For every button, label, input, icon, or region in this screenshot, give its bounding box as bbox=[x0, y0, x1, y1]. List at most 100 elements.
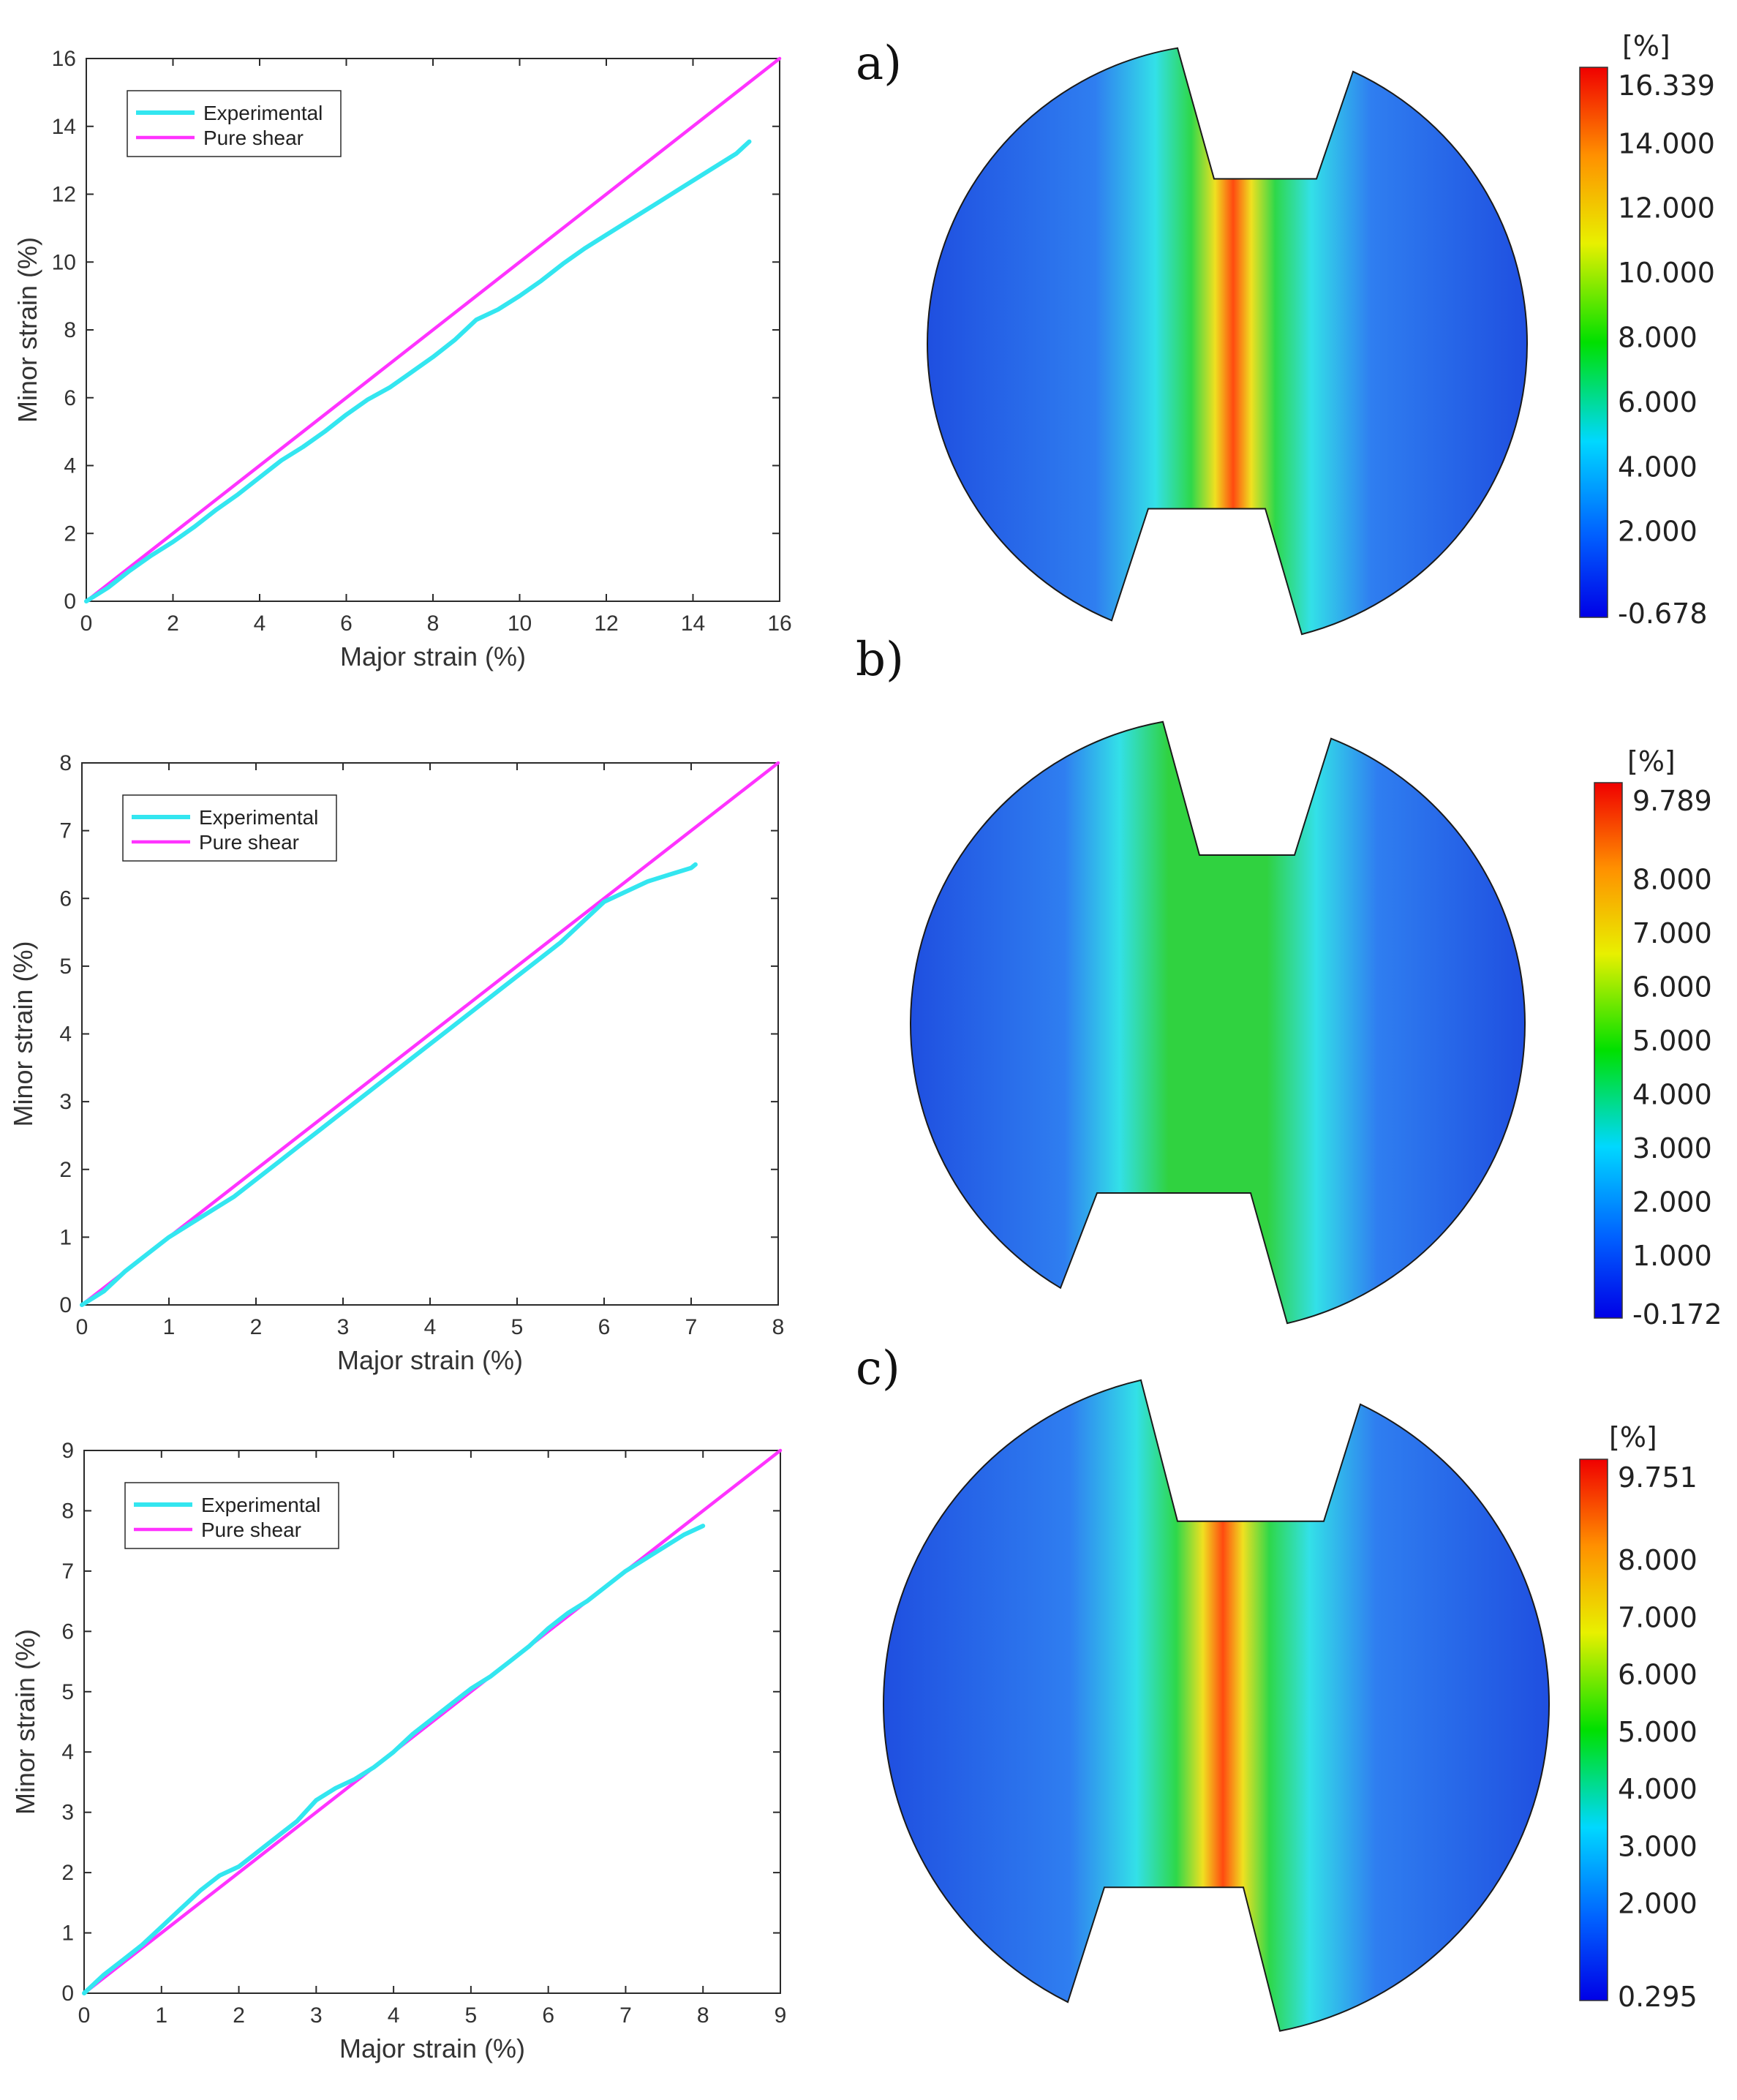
x-tick-label: 6 bbox=[598, 1315, 611, 1339]
x-tick-label: 6 bbox=[542, 2003, 554, 2028]
colorbar-gradient bbox=[1579, 67, 1608, 618]
y-tick-label: 8 bbox=[61, 1499, 74, 1523]
x-tick-label: 2 bbox=[250, 1315, 263, 1339]
y-tick-label: 12 bbox=[52, 183, 76, 207]
x-tick-label: 0 bbox=[80, 611, 93, 636]
panel-label-c: c) bbox=[856, 1341, 900, 1396]
strain-contour-map-1 bbox=[926, 47, 1528, 636]
x-tick-label: 7 bbox=[619, 2003, 632, 2028]
x-tick-label: 8 bbox=[427, 611, 440, 636]
legend-entry: Pure shear bbox=[203, 127, 304, 149]
colorbar-tick-label: 5.000 bbox=[1618, 1716, 1698, 1748]
x-tick-label: 3 bbox=[310, 2003, 323, 2028]
strain-contour-map-3 bbox=[882, 1379, 1550, 2032]
x-tick-label: 8 bbox=[697, 2003, 709, 2028]
y-tick-label: 7 bbox=[61, 1559, 74, 1584]
colorbar-tick-label: 8.000 bbox=[1618, 1544, 1698, 1576]
chart-1: 0 2 4 6 8 10 12 14 16 0 2 4 6 8 10 12 14 16 Major strain (… bbox=[12, 47, 792, 671]
y-tick-label: 2 bbox=[61, 1861, 74, 1885]
x-tick-label: 1 bbox=[155, 2003, 167, 2028]
legend: Experimental Pure shear bbox=[127, 90, 342, 157]
legend-box bbox=[124, 1482, 339, 1549]
y-tick-label: 4 bbox=[64, 454, 76, 478]
maps-layer: a) b) c) [%] 16.339 14.000 12.000 10.000 8.000 6.… bbox=[856, 30, 1722, 2032]
colorbar-tick-label: 4.000 bbox=[1618, 451, 1698, 483]
panel-label-a: a) bbox=[856, 37, 902, 91]
specimen-contour bbox=[909, 720, 1526, 1325]
colorbar-tick-label: 9.789 bbox=[1632, 785, 1712, 817]
y-tick-label: 1 bbox=[59, 1225, 72, 1249]
series-line-experimental bbox=[80, 862, 698, 1307]
y-tick-label: 6 bbox=[61, 1619, 74, 1644]
y-axis-label: Minor strain (%) bbox=[12, 237, 42, 423]
x-tick-label: 4 bbox=[388, 2003, 400, 2028]
x-tick-label: 5 bbox=[465, 2003, 478, 2028]
x-tick-label: 4 bbox=[254, 611, 266, 636]
colorbar-gradient bbox=[1579, 1459, 1608, 2001]
y-axis-label: Minor strain (%) bbox=[8, 941, 38, 1126]
x-tick-label: 6 bbox=[340, 611, 353, 636]
panel-label-b: b) bbox=[856, 633, 904, 687]
x-tick-label: 1 bbox=[163, 1315, 176, 1339]
colorbar-1: [%] 16.339 14.000 12.000 10.000 8.000 6.000 4.0… bbox=[1579, 30, 1715, 630]
legend-entry: Pure shear bbox=[199, 831, 299, 854]
series-line-pure-shear bbox=[84, 56, 782, 603]
y-tick-label: 2 bbox=[64, 522, 76, 546]
colorbar-tick-label: 0.295 bbox=[1618, 1981, 1698, 2013]
colorbar-tick-label: 8.000 bbox=[1632, 863, 1712, 895]
colorbar-tick-label: 10.000 bbox=[1618, 257, 1715, 289]
y-tick-label: 6 bbox=[64, 386, 76, 410]
x-tick-label: 7 bbox=[685, 1315, 698, 1339]
colorbar-tick-label: -0.172 bbox=[1632, 1298, 1722, 1331]
y-tick-label: 0 bbox=[59, 1293, 72, 1317]
y-tick-label: 1 bbox=[61, 1922, 74, 1946]
x-tick-label: 2 bbox=[233, 2003, 245, 2028]
series-line-pure-shear bbox=[82, 1448, 783, 1995]
x-tick-label: 0 bbox=[78, 2003, 91, 2028]
y-tick-label: 8 bbox=[59, 751, 72, 775]
colorbar-tick-label: 3.000 bbox=[1618, 1830, 1698, 1862]
legend-entry: Experimental bbox=[203, 102, 323, 124]
x-tick-label: 2 bbox=[167, 611, 179, 636]
colorbar-tick-label: 5.000 bbox=[1632, 1025, 1712, 1057]
colorbar-tick-label: 7.000 bbox=[1632, 917, 1712, 949]
legend-entry: Experimental bbox=[201, 1494, 320, 1516]
legend-entry: Pure shear bbox=[201, 1518, 301, 1541]
specimen-contour bbox=[882, 1379, 1550, 2032]
specimen-contour bbox=[926, 47, 1528, 636]
x-axis-label: Major strain (%) bbox=[339, 2033, 525, 2063]
legend-box bbox=[122, 794, 337, 862]
x-tick-label: 9 bbox=[775, 2003, 787, 2028]
y-tick-label: 10 bbox=[52, 250, 76, 274]
series-line-pure-shear bbox=[80, 761, 780, 1307]
x-tick-label: 14 bbox=[681, 611, 705, 636]
y-tick-label: 6 bbox=[59, 887, 72, 911]
colorbar-tick-label: 2.000 bbox=[1618, 1888, 1698, 1920]
colorbar-tick-label: 3.000 bbox=[1632, 1132, 1712, 1164]
colorbar-tick-label: 12.000 bbox=[1618, 192, 1715, 225]
colorbar-unit: [%] bbox=[1609, 1421, 1657, 1453]
colorbar-tick-label: 8.000 bbox=[1618, 322, 1698, 354]
y-tick-label: 7 bbox=[59, 819, 72, 843]
x-tick-label: 4 bbox=[424, 1315, 437, 1339]
y-tick-label: 4 bbox=[61, 1740, 74, 1764]
colorbar-tick-label: 6.000 bbox=[1632, 971, 1712, 1003]
series-line-experimental bbox=[84, 139, 752, 603]
y-tick-label: 3 bbox=[59, 1090, 72, 1114]
y-tick-label: 8 bbox=[64, 318, 76, 342]
colorbar-gradient bbox=[1594, 782, 1623, 1319]
colorbar-tick-label: 6.000 bbox=[1618, 1659, 1698, 1691]
colorbar-tick-label: 4.000 bbox=[1632, 1078, 1712, 1110]
x-tick-label: 10 bbox=[508, 611, 532, 636]
y-tick-label: 9 bbox=[61, 1439, 74, 1463]
legend-box bbox=[127, 90, 342, 157]
colorbar-tick-label: 6.000 bbox=[1618, 386, 1698, 418]
x-tick-label: 8 bbox=[772, 1315, 785, 1339]
y-tick-label: 0 bbox=[61, 1982, 74, 2006]
colorbar-tick-label: 2.000 bbox=[1632, 1186, 1712, 1218]
colorbar-2: [%] 9.789 8.000 7.000 6.000 5.000 4.000 3.000 2.… bbox=[1594, 745, 1722, 1331]
